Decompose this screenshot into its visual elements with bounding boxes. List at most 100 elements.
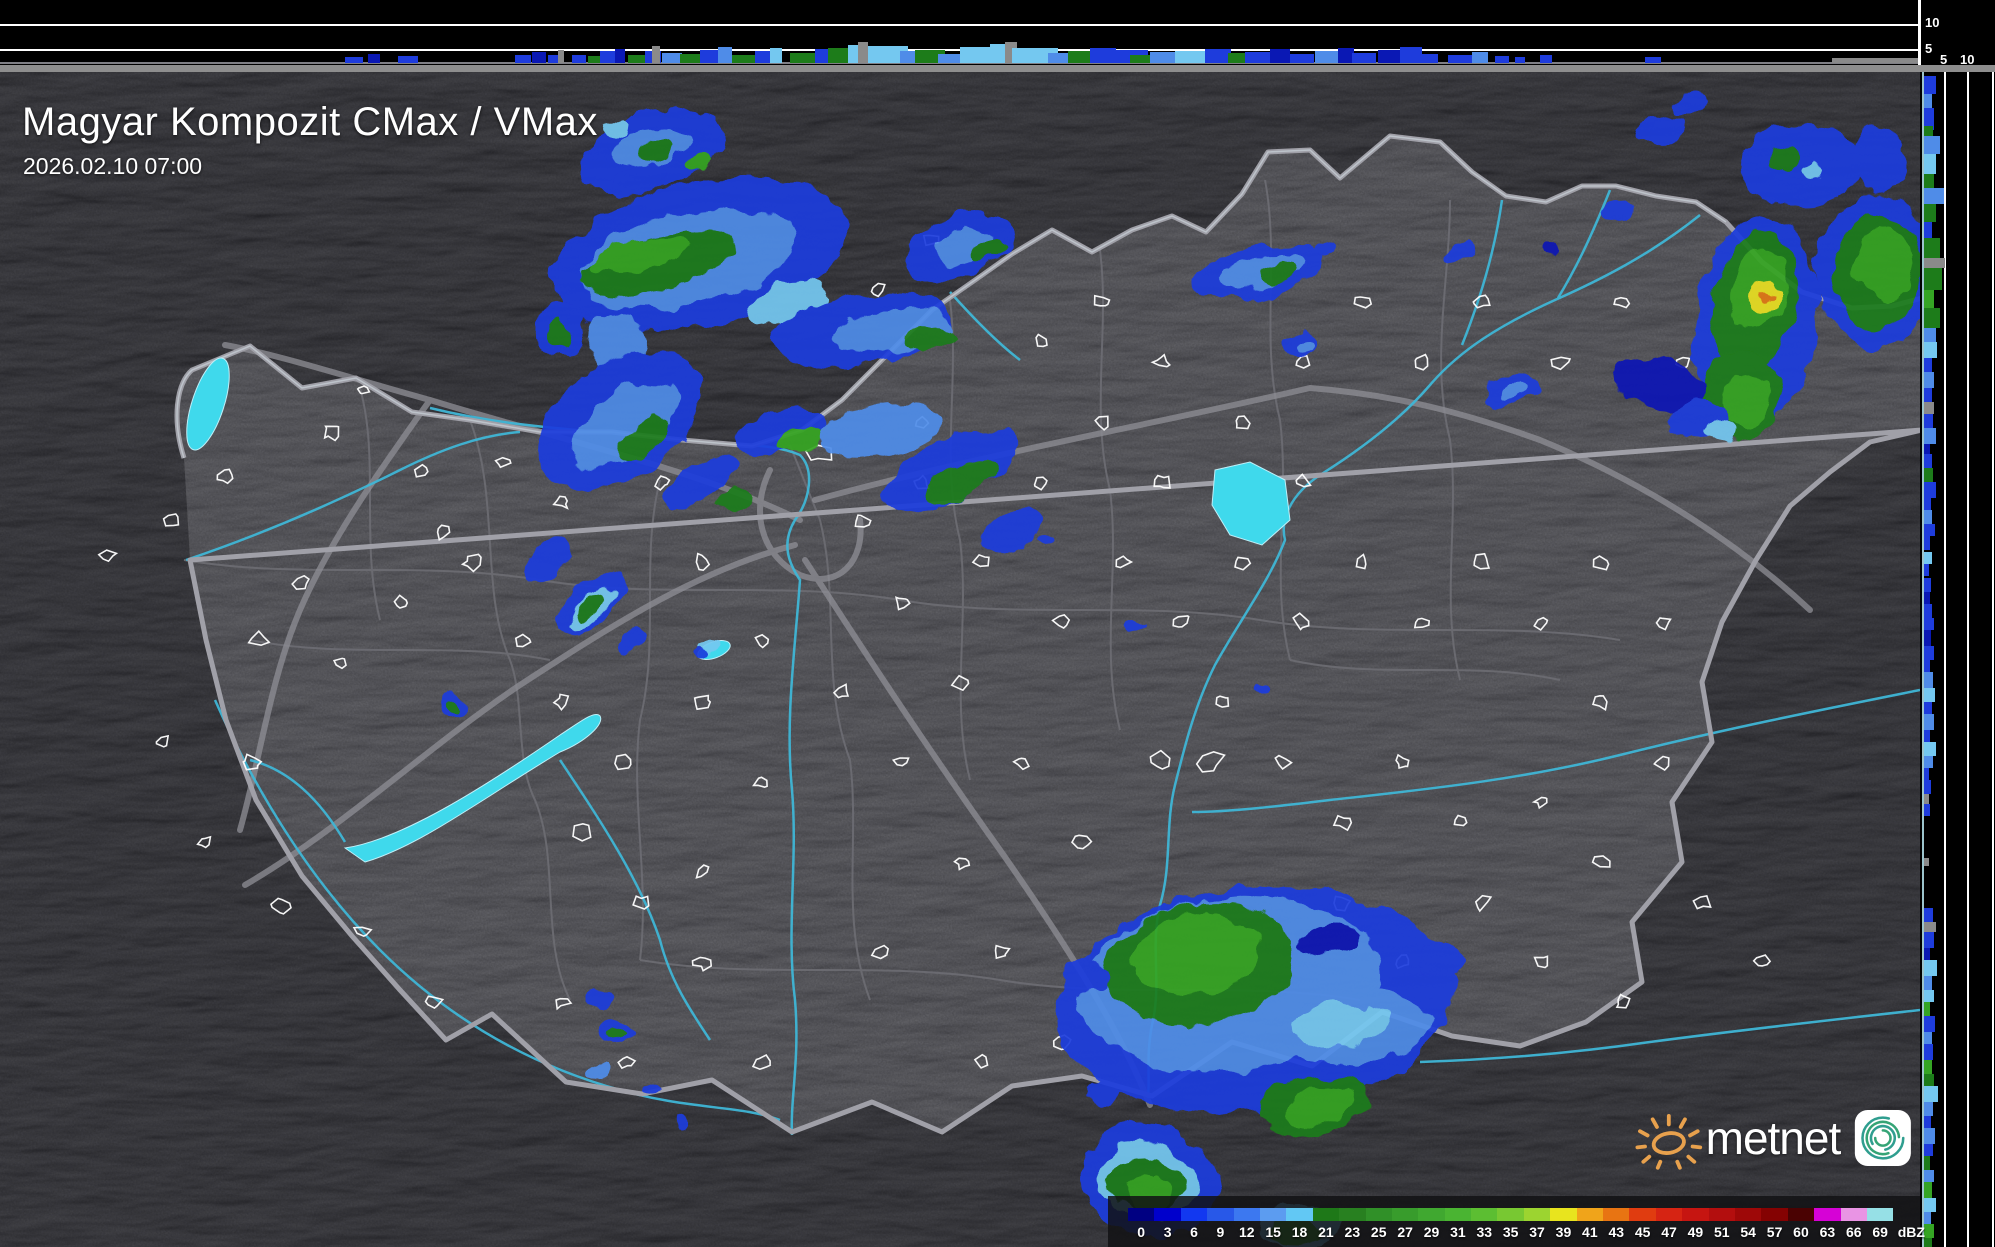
town-outlines (97, 234, 1772, 1071)
right-echo-bar (1924, 204, 1936, 222)
right-echo-bar (1924, 804, 1930, 816)
town-outline (614, 753, 632, 771)
right-echo-bar (1924, 328, 1936, 342)
right-echo-bar (1924, 76, 1936, 94)
right-echo-bar (1924, 1060, 1932, 1074)
river-maros (1419, 1008, 1920, 1064)
legend-value: 23 (1344, 1224, 1361, 1240)
right-echo-bar (1924, 780, 1931, 794)
right-echo-bar (1924, 468, 1933, 482)
top-echo-bar (868, 46, 908, 63)
legend-color-cell (1471, 1208, 1498, 1221)
town-outline (854, 514, 872, 528)
right-echo-bar (1924, 990, 1934, 1002)
radar-echo-blob (611, 163, 669, 197)
legend-color-cell (1840, 1208, 1867, 1221)
top-echo-bar (680, 54, 706, 63)
legend-color-cell (1365, 1208, 1392, 1221)
top-echo-bar (1400, 47, 1422, 63)
town-outline (1150, 353, 1171, 368)
legend-value: 9 (1216, 1224, 1225, 1240)
top-echo-bar (368, 54, 380, 63)
town-outline (1094, 415, 1109, 431)
profile-divider-line (1918, 0, 1921, 65)
radar-echo-blob (1857, 227, 1913, 303)
legend-value: 47 (1661, 1224, 1677, 1240)
right-echo-bar (1924, 630, 1931, 646)
town-outline (552, 693, 570, 712)
town-outline (1395, 753, 1410, 770)
right-echo-bar (1924, 126, 1933, 136)
right-echo-bar (1924, 1212, 1931, 1224)
town-outline (155, 734, 170, 748)
right-echo-bar (1924, 592, 1930, 604)
radar-echo-blob (586, 990, 614, 1010)
right-echo-bar (1924, 498, 1931, 510)
logo-wordmark: metnet (1705, 1112, 1842, 1164)
top-echo-bar (1150, 52, 1180, 63)
legend-color-cell (1761, 1208, 1788, 1221)
top-echo-bar (718, 47, 732, 63)
radar-echo-blob (1087, 1078, 1123, 1102)
legend-color-cell (1497, 1208, 1524, 1221)
town-outline (196, 835, 212, 849)
right-echo-bar (1924, 402, 1934, 414)
legend-color-cell (1154, 1208, 1181, 1221)
legend-color-cell (1787, 1208, 1815, 1221)
legend-value: 51 (1714, 1224, 1730, 1240)
radar-echo-blob (1766, 144, 1798, 172)
panel-separator-bar (0, 65, 1995, 72)
legend-color-cell (1259, 1208, 1287, 1221)
right-echo-bar (1924, 222, 1932, 238)
river-ipoly (949, 291, 1021, 361)
right-echo-bar (1924, 428, 1936, 444)
top-echo-bar (1130, 55, 1150, 63)
town-outline (695, 552, 711, 572)
top-echo-bar (558, 50, 564, 63)
right-echo-bar (1924, 604, 1932, 618)
town-outline (1035, 333, 1048, 348)
right-echo-bar (1924, 1116, 1931, 1128)
town-outline (494, 456, 512, 469)
town-outline (1531, 796, 1548, 810)
river-hernad (1460, 199, 1504, 346)
town-outline (1093, 294, 1111, 307)
radar-echo-blob (692, 650, 708, 662)
town-outline (1234, 556, 1252, 571)
right-echo-bar (1924, 290, 1934, 308)
legend-color-cell (1576, 1208, 1604, 1221)
town-outline (870, 944, 889, 960)
river-zala (249, 758, 347, 843)
metnet-logo[interactable]: metnet (1634, 1098, 1912, 1178)
town-outline (162, 513, 180, 527)
legend-color-cell (1233, 1208, 1260, 1221)
town-outline (393, 594, 409, 609)
town-outline (1274, 754, 1293, 770)
top-echo-bar (345, 57, 363, 63)
top-echo-bar (938, 54, 962, 63)
town-outline (270, 897, 292, 915)
radar-echo-blob (925, 457, 999, 503)
top-echo-bar (1645, 57, 1661, 63)
right-echo-bar (1924, 1238, 1932, 1247)
legend-color-cell (1339, 1208, 1366, 1221)
right-echo-bar (1924, 1016, 1935, 1032)
top-echo-bar (1832, 58, 1920, 63)
river-bodrog (1556, 189, 1612, 299)
legend-color-cell (1682, 1208, 1709, 1221)
right-echo-bar (1924, 308, 1940, 328)
right-echo-bar (1924, 358, 1932, 372)
town-outline (555, 997, 573, 1011)
map-edge-line (1922, 72, 1924, 1247)
radar-echo-blob (970, 242, 1000, 262)
town-outline (693, 694, 712, 711)
top-echo-bar (732, 55, 762, 63)
legend-color-cell (1866, 1208, 1894, 1221)
radar-echo-blob (1260, 264, 1296, 284)
right-echo-bar (1924, 388, 1932, 402)
legend-value: 37 (1529, 1224, 1545, 1240)
town-outline (894, 596, 911, 611)
radar-echo-blob (1636, 114, 1684, 146)
town-outline (1149, 749, 1171, 770)
radar-echo-blob (588, 1062, 612, 1078)
